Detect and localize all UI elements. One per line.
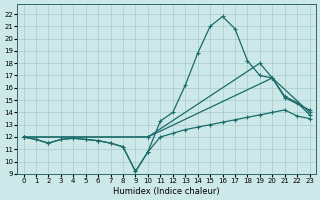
X-axis label: Humidex (Indice chaleur): Humidex (Indice chaleur) — [113, 187, 220, 196]
